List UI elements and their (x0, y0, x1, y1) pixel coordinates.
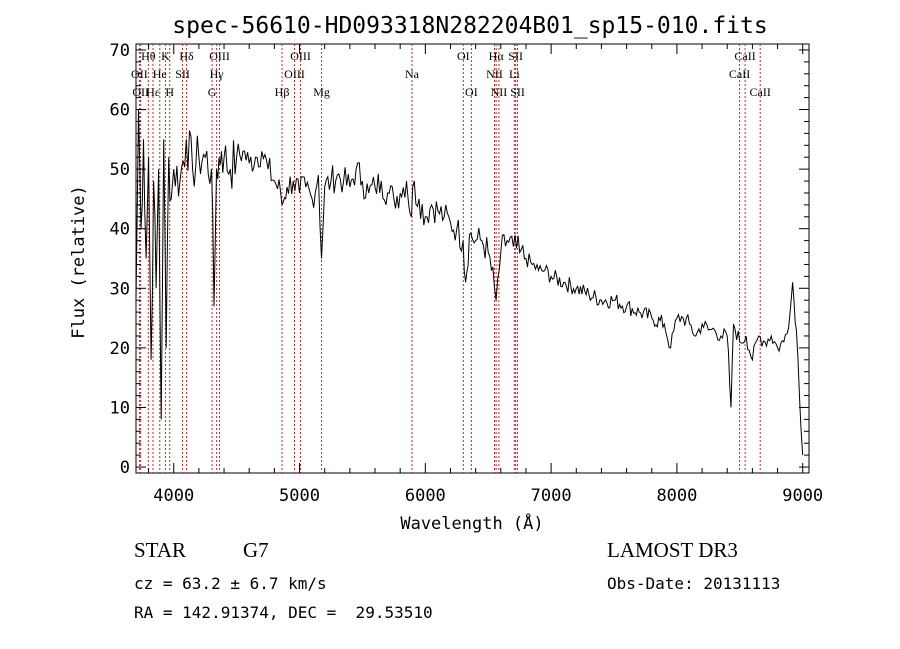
spectral-line-markers (138, 44, 761, 473)
line-label: He (153, 67, 167, 81)
survey-name: LAMOST DR3 (607, 538, 738, 562)
line-label: Na (405, 67, 420, 81)
chart-title: spec-56610-HD093318N282204B01_sp15-010.f… (172, 13, 767, 39)
object-class: STAR (134, 538, 186, 562)
line-label: CaII (729, 67, 750, 81)
line-label: Hε (146, 85, 160, 99)
x-tick-label: 7000 (531, 486, 572, 506)
spectrum-line (135, 109, 804, 456)
line-label: OIII (284, 67, 305, 81)
x-tick-label: 6000 (405, 486, 446, 506)
x-tick-label: 5000 (279, 486, 320, 506)
line-label: SII (510, 85, 525, 99)
line-label: Hβ (275, 85, 290, 99)
line-label: NII (486, 67, 503, 81)
line-label: OII (132, 85, 149, 99)
line-label: Hα (489, 49, 505, 63)
line-label: OIII (209, 49, 230, 63)
x-tick-label: 9000 (782, 486, 823, 506)
line-label: OIII (290, 49, 311, 63)
line-label: OI (457, 49, 470, 63)
plot-frame (135, 43, 810, 474)
line-label: CaII (734, 49, 755, 63)
line-label: NII (491, 85, 508, 99)
line-label: Li (509, 67, 520, 81)
object-subclass: G7 (243, 538, 269, 562)
line-label: CaII (750, 85, 771, 99)
line-label: K (161, 49, 170, 63)
observation-date: Obs-Date: 20131113 (607, 574, 781, 593)
line-label: OI (465, 85, 478, 99)
y-tick-label: 60 (110, 101, 130, 121)
x-tick-label: 8000 (656, 486, 697, 506)
y-tick-label: 20 (110, 339, 130, 359)
line-label: SII (508, 49, 523, 63)
line-label: G (208, 85, 217, 99)
line-label: Hθ (141, 49, 156, 63)
y-tick-label: 0 (120, 458, 130, 478)
line-label: Hδ (179, 49, 194, 63)
x-axis-label: Wavelength (Å) (400, 512, 543, 534)
line-label: Hγ (210, 67, 225, 81)
y-tick-label: 10 (110, 398, 130, 418)
coordinates: RA = 142.91374, DEC = 29.53510 (134, 603, 433, 622)
y-axis-label: Flux (relative) (69, 185, 89, 339)
line-label: SII (175, 67, 190, 81)
redshift-value: cz = 63.2 ± 6.7 km/s (134, 574, 327, 593)
line-label: Mg (313, 85, 330, 99)
y-tick-label: 50 (110, 160, 130, 180)
x-axis-ticks: 4000 5000 6000 7000 8000 9000 (148, 44, 823, 506)
line-label: H (165, 85, 174, 99)
x-tick-label: 4000 (153, 486, 194, 506)
y-axis-ticks: 0 10 20 30 40 50 60 70 (110, 41, 809, 478)
y-tick-label: 30 (110, 279, 130, 299)
y-tick-label: 40 (110, 220, 130, 240)
y-tick-label: 70 (110, 41, 130, 61)
